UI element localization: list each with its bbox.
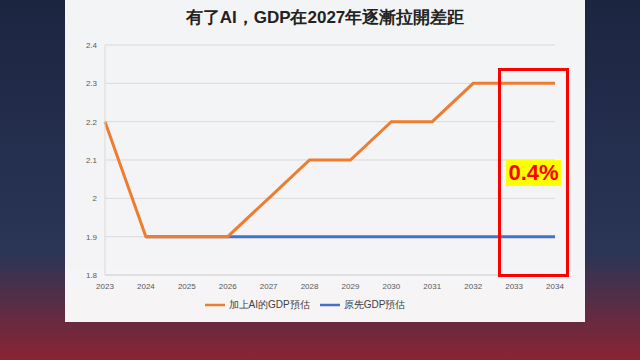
svg-text:2028: 2028 (301, 282, 319, 291)
svg-text:1.8: 1.8 (86, 271, 98, 280)
html-text:加上AI的GDP預估: 加上AI的GDP預估 (228, 298, 310, 310)
svg-text:2027: 2027 (260, 282, 278, 291)
html-text:原先GDP預估: 原先GDP預估 (343, 298, 406, 310)
svg-text:2.3: 2.3 (86, 79, 98, 88)
svg-text:2.2: 2.2 (86, 118, 98, 127)
svg-text:2026: 2026 (219, 282, 237, 291)
svg-text:2.1: 2.1 (86, 156, 98, 165)
svg-text:1.9: 1.9 (86, 233, 98, 242)
svg-text:2029: 2029 (342, 282, 360, 291)
svg-text:2030: 2030 (382, 282, 400, 291)
svg-text:2031: 2031 (423, 282, 441, 291)
svg-text:2032: 2032 (464, 282, 482, 291)
svg-text:2025: 2025 (178, 282, 196, 291)
svg-text:2: 2 (93, 194, 98, 203)
svg-text:2.4: 2.4 (86, 41, 98, 50)
html-text:0.4%: 0.4% (508, 159, 559, 185)
svg-text:2024: 2024 (137, 282, 155, 291)
svg-text:2033: 2033 (505, 282, 523, 291)
html-text:有了AI，GDP在2027年逐漸拉開差距: 有了AI，GDP在2027年逐漸拉開差距 (185, 8, 465, 27)
svg-text:2034: 2034 (546, 282, 564, 291)
svg-text:2023: 2023 (96, 282, 114, 291)
